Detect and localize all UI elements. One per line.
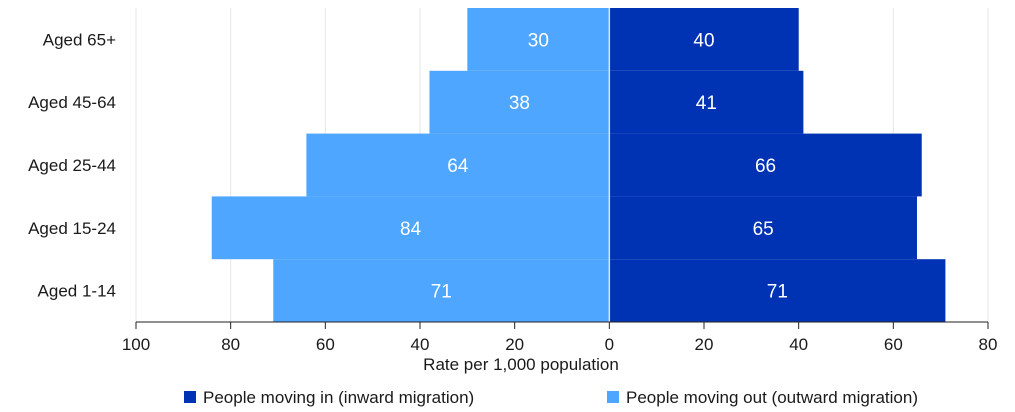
- x-tick-label-0: 100: [122, 335, 150, 354]
- bar-inward-0: [609, 8, 799, 71]
- category-label-0: Aged 65+: [43, 30, 116, 49]
- data-label-inward-0: 40: [693, 30, 714, 51]
- bar-inward-4: [609, 259, 946, 322]
- bar-inward-2: [609, 133, 922, 197]
- category-label-2: Aged 25-44: [28, 156, 116, 175]
- x-tick-label-9: 80: [979, 335, 998, 354]
- category-label-3: Aged 15-24: [28, 219, 116, 238]
- data-label-inward-4: 71: [767, 282, 788, 303]
- data-label-outward-4: 71: [431, 282, 452, 303]
- data-label-inward-3: 65: [753, 219, 774, 240]
- category-label-1: Aged 45-64: [28, 93, 116, 112]
- x-tick-label-3: 40: [411, 335, 430, 354]
- legend: People moving in (inward migration) Peopl…: [184, 388, 918, 407]
- data-label-outward-0: 30: [528, 30, 549, 51]
- bars: 40 41 66 65 71 30 38 64 84 71: [211, 8, 946, 322]
- x-tick-label-7: 40: [789, 335, 808, 354]
- legend-label-inward: People moving in (inward migration): [203, 388, 474, 407]
- x-tick-label-6: 20: [695, 335, 714, 354]
- legend-swatch-inward: [184, 391, 196, 403]
- x-tick-label-2: 60: [316, 335, 335, 354]
- bar-outward-4: [273, 259, 610, 322]
- bar-outward-1: [429, 70, 610, 134]
- data-label-outward-1: 38: [509, 93, 530, 114]
- legend-label-outward: People moving out (outward migration): [626, 388, 918, 407]
- data-label-inward-1: 41: [696, 93, 717, 114]
- bar-outward-2: [306, 133, 610, 197]
- x-tick-label-1: 80: [221, 335, 240, 354]
- data-label-inward-2: 66: [755, 156, 776, 177]
- category-label-4: Aged 1-14: [38, 282, 116, 301]
- x-axis: 100 80 60 40 20 0 20 40 60 80: [122, 321, 998, 354]
- bar-inward-1: [609, 70, 804, 134]
- bar-inward-3: [609, 196, 917, 260]
- bar-outward-0: [467, 8, 610, 71]
- x-tick-label-4: 20: [505, 335, 524, 354]
- category-labels: Aged 65+ Aged 45-64 Aged 25-44 Aged 15-24 Ag…: [28, 30, 116, 300]
- bar-outward-3: [211, 196, 610, 260]
- x-tick-label-8: 60: [884, 335, 903, 354]
- x-axis-title: Rate per 1,000 population: [423, 355, 619, 374]
- data-label-outward-2: 64: [447, 156, 469, 177]
- legend-swatch-outward: [607, 391, 619, 403]
- data-label-outward-3: 84: [400, 219, 422, 240]
- x-tick-label-5: 0: [605, 335, 614, 354]
